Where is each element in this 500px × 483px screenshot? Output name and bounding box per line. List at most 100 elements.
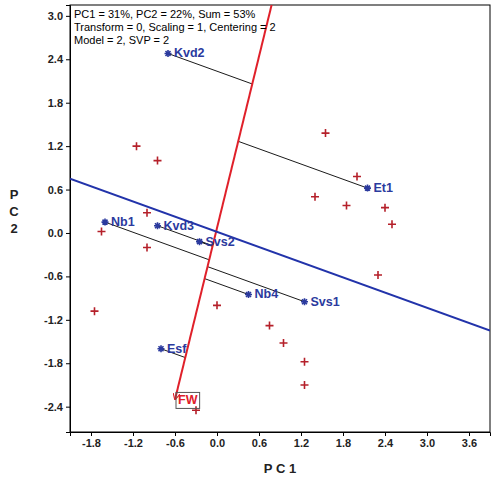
y-tick: 3.0 bbox=[48, 10, 70, 22]
y-axis-title-char: C bbox=[9, 204, 19, 219]
x-tick: -0.6 bbox=[166, 432, 185, 449]
y-tick-label: 1.8 bbox=[48, 97, 63, 109]
environment-point bbox=[196, 238, 203, 245]
y-tick-mark bbox=[66, 16, 70, 17]
y-tick-mark bbox=[66, 103, 70, 104]
header-line: Model = 2, SVP = 2 bbox=[74, 34, 169, 46]
genotype-point bbox=[388, 220, 396, 228]
y-axis-title-char: 2 bbox=[10, 221, 17, 236]
genotype-point bbox=[353, 173, 361, 181]
x-tick-label: 1.2 bbox=[294, 437, 309, 449]
environment-point bbox=[301, 298, 308, 305]
line-label-box bbox=[176, 392, 200, 408]
y-tick-mark bbox=[66, 320, 70, 321]
x-tick-mark bbox=[259, 432, 260, 436]
genotype-point bbox=[343, 201, 351, 209]
y-tick-label: 0.6 bbox=[48, 184, 63, 196]
y-tick: 2.4 bbox=[48, 53, 70, 65]
environment-label: Kvd3 bbox=[164, 219, 195, 233]
x-tick: 1.2 bbox=[294, 432, 309, 449]
x-tick-mark bbox=[427, 432, 428, 436]
x-axis-title: P C 1 bbox=[264, 461, 296, 476]
environment-point bbox=[165, 50, 172, 57]
y-tick-mark bbox=[66, 276, 70, 277]
genotype-point bbox=[98, 228, 106, 236]
genotype-point bbox=[280, 339, 288, 347]
x-tick: -1.2 bbox=[124, 432, 143, 449]
y-axis-title: P C 2 bbox=[9, 187, 19, 236]
genotype-point bbox=[266, 322, 274, 330]
x-tick-label: 0.6 bbox=[252, 437, 267, 449]
x-tick: 0.6 bbox=[252, 432, 267, 449]
genotype-point bbox=[381, 204, 389, 212]
x-tick-label: 1.8 bbox=[336, 437, 351, 449]
labels: Kvd2Et1Nb1Kvd3Svs2Nb4Svs1EsfFWPC1 = 31%,… bbox=[74, 8, 393, 408]
perpendicular-axis bbox=[70, 179, 490, 331]
x-tick-mark bbox=[385, 432, 386, 436]
line-label: FW bbox=[178, 393, 198, 407]
y-tick: 1.2 bbox=[48, 140, 70, 152]
y-tick-label: -0.6 bbox=[44, 270, 63, 282]
environment-point bbox=[364, 185, 371, 192]
environment-label: Esf bbox=[167, 342, 187, 356]
environment-label: Svs2 bbox=[206, 235, 235, 249]
projection-line bbox=[208, 267, 305, 302]
average-environment-axis bbox=[175, 5, 272, 399]
header-line: Transform = 0, Scaling = 1, Centering = … bbox=[74, 21, 276, 33]
environment-label: Nb4 bbox=[255, 287, 279, 301]
x-tick-mark bbox=[133, 432, 134, 436]
y-tick-label: 1.2 bbox=[48, 140, 63, 152]
y-tick-mark bbox=[66, 407, 70, 408]
genotype-point bbox=[301, 358, 309, 366]
y-tick: 0.0 bbox=[48, 227, 70, 239]
x-tick: 3.0 bbox=[420, 432, 435, 449]
genotype-point bbox=[143, 209, 151, 217]
y-tick-mark bbox=[66, 233, 70, 234]
x-tick-mark bbox=[469, 432, 470, 436]
genotype-point bbox=[192, 406, 200, 414]
genotype-point bbox=[311, 193, 319, 201]
genotype-point bbox=[374, 271, 382, 279]
chart: -1.8 -1.2 -0.6 0.0 0.6 1.2 1.8 2.4 3.0 3.6 -2.4 -1.… bbox=[0, 0, 500, 483]
y-tick-mark bbox=[66, 190, 70, 191]
y-tick-label: -2.4 bbox=[44, 401, 64, 413]
environment-label: Svs1 bbox=[311, 295, 340, 309]
y-tick-mark bbox=[66, 146, 70, 147]
header-line: PC1 = 31%, PC2 = 22%, Sum = 53% bbox=[74, 8, 256, 20]
environment-label: Kvd2 bbox=[174, 46, 205, 60]
x-tick: 3.6 bbox=[462, 432, 477, 449]
genotype-point bbox=[213, 301, 221, 309]
x-tick-label: 3.0 bbox=[420, 437, 435, 449]
environment-point bbox=[102, 219, 109, 226]
y-tick: -1.2 bbox=[44, 314, 70, 326]
y-tick: -1.8 bbox=[44, 357, 70, 369]
genotype-point bbox=[301, 381, 309, 389]
x-axis-line bbox=[71, 433, 491, 437]
x-axis: -1.8-1.2-0.60.00.61.21.82.43.03.6 bbox=[71, 432, 491, 449]
y-tick-label: -1.8 bbox=[44, 357, 63, 369]
y-tick: -0.6 bbox=[44, 270, 70, 282]
y-tick-label: 2.4 bbox=[48, 53, 64, 65]
x-tick-label: 3.6 bbox=[462, 437, 477, 449]
genotype-point bbox=[133, 142, 141, 150]
y-axis-title-char: P bbox=[10, 187, 19, 202]
genotype-point bbox=[91, 307, 99, 315]
plot-marks bbox=[70, 5, 490, 414]
genotype-point bbox=[322, 129, 330, 137]
y-tick-label: 3.0 bbox=[48, 10, 63, 22]
x-tick: 2.4 bbox=[378, 432, 394, 449]
y-tick-label: 0.0 bbox=[48, 227, 63, 239]
genotype-point bbox=[143, 243, 151, 251]
x-tick-mark bbox=[343, 432, 344, 436]
y-tick: 1.8 bbox=[48, 97, 70, 109]
environment-point bbox=[245, 291, 252, 298]
projection-line bbox=[205, 279, 249, 295]
genotype-point bbox=[154, 157, 162, 165]
projection-line bbox=[238, 141, 367, 188]
x-tick-label: -1.8 bbox=[82, 437, 101, 449]
y-tick: 0.6 bbox=[48, 184, 70, 196]
x-tick-label: -0.6 bbox=[166, 437, 185, 449]
x-tick-mark bbox=[91, 432, 92, 436]
plot-area: -1.8 -1.2 -0.6 0.0 0.6 1.2 1.8 2.4 3.0 3.6 -2.4 -1.… bbox=[44, 5, 490, 449]
x-tick: 1.8 bbox=[336, 432, 351, 449]
